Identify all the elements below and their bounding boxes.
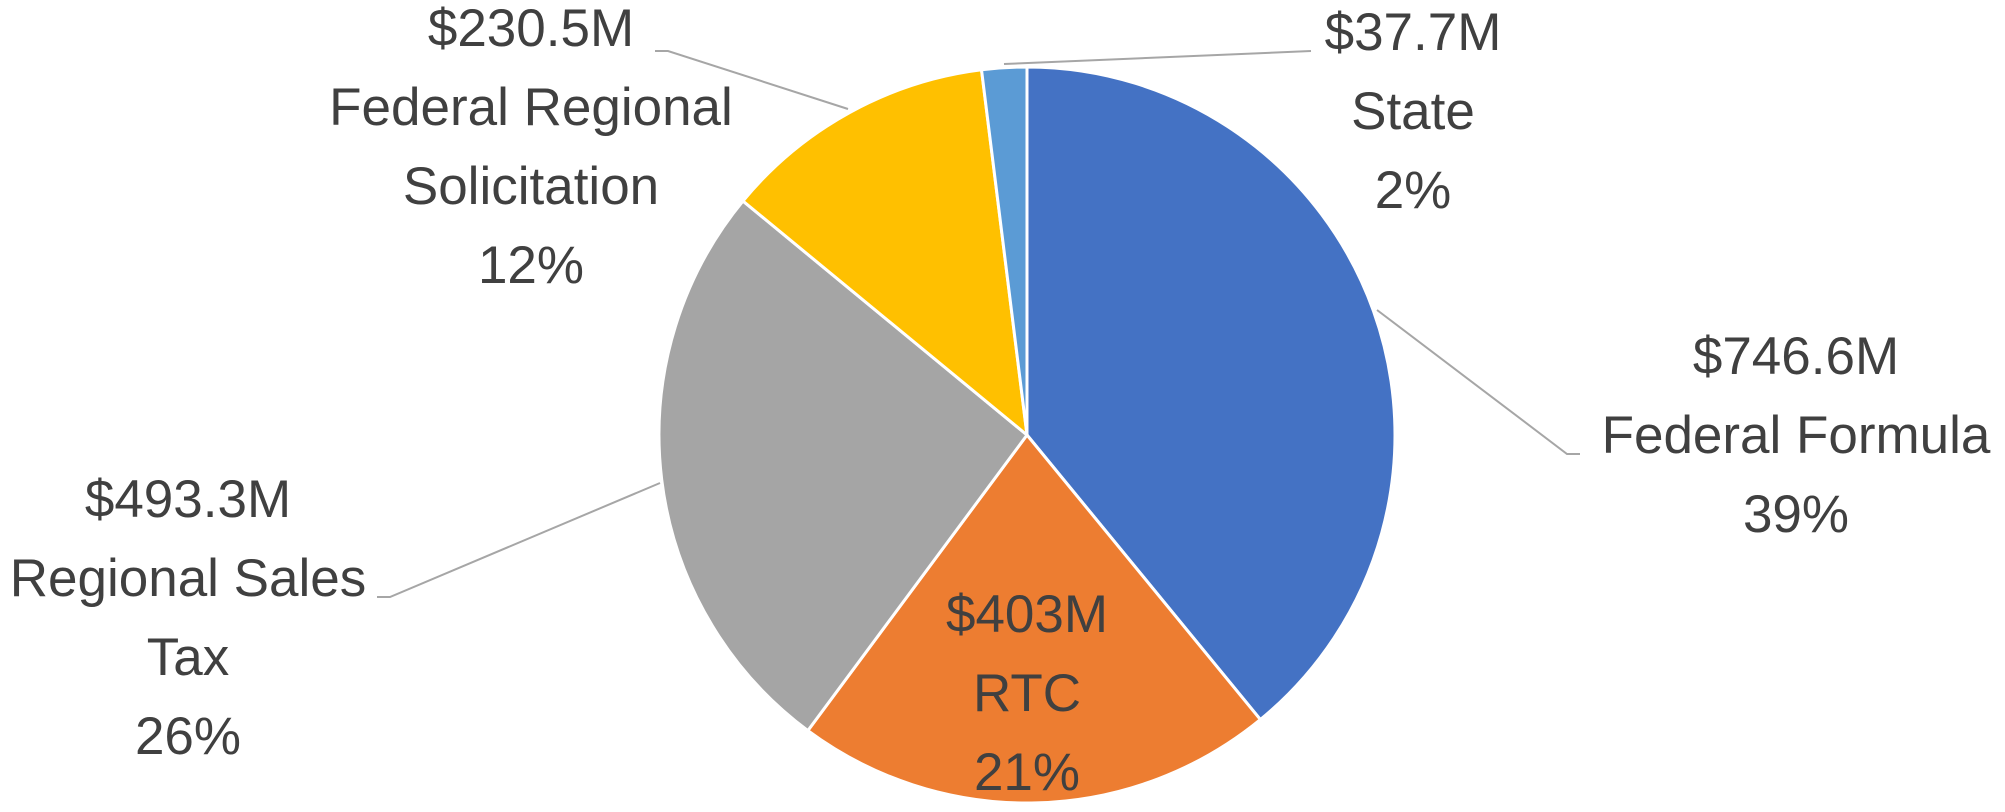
leader-line bbox=[1376, 309, 1580, 455]
percent-label: 21% bbox=[973, 742, 1081, 802]
value-label: $37.7M bbox=[1324, 2, 1502, 62]
value-label: $493.3M bbox=[84, 469, 292, 529]
slice-label: $230.5M Federal Regional Solicitation 12% bbox=[311, 0, 751, 305]
slices bbox=[657, 65, 1397, 803]
category-label: State bbox=[1351, 81, 1475, 141]
percent-label: 2% bbox=[1374, 160, 1452, 220]
leader-line bbox=[377, 482, 661, 598]
slice-label: $493.3M Regional Sales Tax 26% bbox=[0, 460, 388, 776]
category-label: Federal Regional Solicitation bbox=[329, 77, 733, 216]
leader-line bbox=[655, 50, 849, 110]
slice bbox=[740, 68, 1029, 439]
slice-label: $403M RTC 21% bbox=[827, 575, 1227, 812]
value-label: $746.6M bbox=[1692, 326, 1900, 386]
percent-label: 26% bbox=[134, 706, 242, 766]
slice-label: $37.7M State 2% bbox=[1213, 0, 1613, 230]
slice bbox=[657, 198, 1030, 733]
category-label: Federal Formula bbox=[1601, 405, 1991, 465]
category-label: Regional Sales Tax bbox=[9, 548, 367, 687]
percent-label: 12% bbox=[477, 235, 585, 295]
leader-lines bbox=[377, 50, 1580, 598]
slice-label: $746.6M Federal Formula 39% bbox=[1516, 317, 2005, 554]
leader-line bbox=[1003, 50, 1312, 65]
percent-label: 39% bbox=[1742, 484, 1850, 544]
value-label: $403M bbox=[945, 584, 1109, 644]
slice bbox=[1025, 65, 1397, 722]
category-label: RTC bbox=[973, 663, 1081, 723]
value-label: $230.5M bbox=[427, 0, 635, 58]
slice bbox=[979, 65, 1029, 436]
